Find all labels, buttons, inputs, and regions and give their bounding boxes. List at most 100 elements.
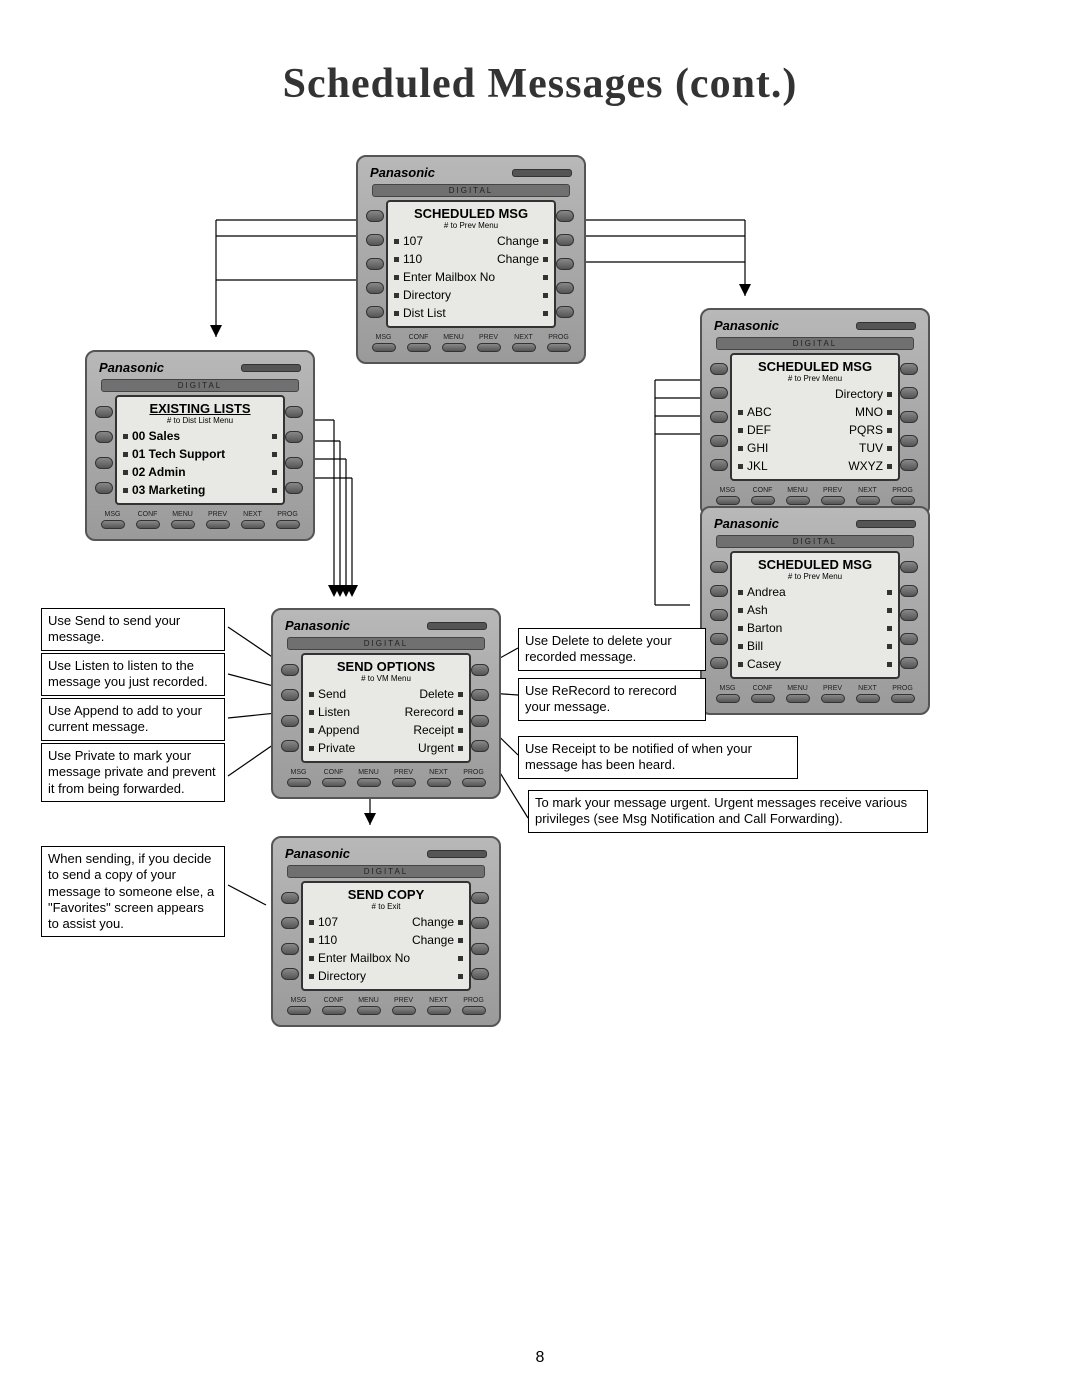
row-enter-mailbox[interactable]: Enter Mailbox No	[403, 270, 539, 284]
screen-title: SCHEDULED MSG	[394, 206, 548, 221]
screen-title: SCHEDULED MSG	[738, 359, 892, 374]
callout-delete: Use Delete to delete your recorded messa…	[518, 628, 706, 671]
row-107[interactable]: 107	[403, 234, 469, 248]
phone-directory-alpha: Panasonic DIGITAL SCHEDULED MSG # to Pre…	[700, 308, 930, 517]
key-mno[interactable]: MNO	[817, 405, 883, 419]
row-110-change[interactable]: Change	[388, 933, 454, 947]
row-dist-list[interactable]: Dist List	[403, 306, 539, 320]
phone-existing-lists: Panasonic DIGITAL EXISTING LISTS # to Di…	[85, 350, 315, 541]
right-softkeys[interactable]	[556, 200, 576, 328]
row-107[interactable]: 107	[318, 915, 384, 929]
callout-urgent: To mark your message urgent. Urgent mess…	[528, 790, 928, 833]
btn-prev: PREV	[208, 511, 227, 518]
nav-buttons[interactable]: MSG CONF MENU PREV NEXT PROG	[281, 769, 491, 787]
btn-conf: CONF	[409, 334, 429, 341]
nav-buttons[interactable]: MSG CONF MENU PREV NEXT PROG	[366, 334, 576, 352]
list-marketing[interactable]: 03 Marketing	[132, 483, 268, 497]
opt-urgent[interactable]: Urgent	[388, 741, 454, 755]
nav-buttons[interactable]: MSG CONF MENU PREV NEXT PROG	[710, 487, 920, 505]
btn-menu: MENU	[358, 997, 379, 1004]
opt-listen[interactable]: Listen	[318, 705, 384, 719]
screen-subtitle: # to Prev Menu	[738, 374, 892, 383]
btn-msg: MSG	[720, 487, 736, 494]
digital-label: DIGITAL	[716, 535, 914, 548]
speaker-icon	[856, 520, 916, 528]
left-softkeys[interactable]	[710, 353, 730, 481]
page-title: Scheduled Messages (cont.)	[0, 60, 1080, 108]
name-bill[interactable]: Bill	[747, 639, 883, 653]
btn-conf: CONF	[138, 511, 158, 518]
key-ghi[interactable]: GHI	[747, 441, 813, 455]
btn-conf: CONF	[324, 997, 344, 1004]
row-directory[interactable]: Directory	[318, 969, 454, 983]
right-softkeys[interactable]	[471, 881, 491, 991]
screen: SCHEDULED MSG # to Prev Menu Andrea Ash …	[730, 551, 900, 679]
list-sales[interactable]: 00 Sales	[132, 429, 268, 443]
btn-next: NEXT	[858, 487, 877, 494]
left-softkeys[interactable]	[95, 395, 115, 505]
key-def[interactable]: DEF	[747, 423, 813, 437]
key-wxyz[interactable]: WXYZ	[817, 459, 883, 473]
opt-send[interactable]: Send	[318, 687, 384, 701]
right-softkeys[interactable]	[471, 653, 491, 763]
callout-listen: Use Listen to listen to the message you …	[41, 653, 225, 696]
left-softkeys[interactable]	[710, 551, 730, 679]
list-admin[interactable]: 02 Admin	[132, 465, 268, 479]
name-andrea[interactable]: Andrea	[747, 585, 883, 599]
nav-buttons[interactable]: MSG CONF MENU PREV NEXT PROG	[95, 511, 305, 529]
row-110-change[interactable]: Change	[473, 252, 539, 266]
speaker-icon	[427, 622, 487, 630]
opt-receipt[interactable]: Receipt	[388, 723, 454, 737]
row-enter-mailbox[interactable]: Enter Mailbox No	[318, 951, 454, 965]
row-110[interactable]: 110	[403, 252, 469, 266]
screen: SEND OPTIONS # to VM Menu SendDelete Lis…	[301, 653, 471, 763]
speaker-icon	[512, 169, 572, 177]
name-casey[interactable]: Casey	[747, 657, 883, 671]
row-110[interactable]: 110	[318, 933, 384, 947]
brand-label: Panasonic	[99, 360, 164, 375]
opt-rerecord[interactable]: Rerecord	[388, 705, 454, 719]
phone-send-options: Panasonic DIGITAL SEND OPTIONS # to VM M…	[271, 608, 501, 799]
screen-subtitle: # to Dist List Menu	[123, 416, 277, 425]
opt-append[interactable]: Append	[318, 723, 384, 737]
brand-label: Panasonic	[714, 516, 779, 531]
key-abc[interactable]: ABC	[747, 405, 813, 419]
key-pqrs[interactable]: PQRS	[817, 423, 883, 437]
key-jkl[interactable]: JKL	[747, 459, 813, 473]
callout-sendcopy: When sending, if you decide to send a co…	[41, 846, 225, 937]
callout-rerecord: Use ReRecord to rerecord your message.	[518, 678, 706, 721]
list-tech-support[interactable]: 01 Tech Support	[132, 447, 268, 461]
right-softkeys[interactable]	[900, 551, 920, 679]
screen: SEND COPY # to Exit 107Change 110Change …	[301, 881, 471, 991]
btn-prev: PREV	[823, 487, 842, 494]
btn-prog: PROG	[463, 997, 484, 1004]
btn-next: NEXT	[858, 685, 877, 692]
name-barton[interactable]: Barton	[747, 621, 883, 635]
right-softkeys[interactable]	[900, 353, 920, 481]
btn-prev: PREV	[823, 685, 842, 692]
phone-directory-names: Panasonic DIGITAL SCHEDULED MSG # to Pre…	[700, 506, 930, 715]
opt-private[interactable]: Private	[318, 741, 384, 755]
btn-msg: MSG	[291, 769, 307, 776]
name-ash[interactable]: Ash	[747, 603, 883, 617]
row-107-change[interactable]: Change	[473, 234, 539, 248]
row-directory[interactable]: Directory	[403, 288, 539, 302]
left-softkeys[interactable]	[281, 653, 301, 763]
row-107-change[interactable]: Change	[388, 915, 454, 929]
nav-buttons[interactable]: MSG CONF MENU PREV NEXT PROG	[281, 997, 491, 1015]
digital-label: DIGITAL	[287, 865, 485, 878]
right-softkeys[interactable]	[285, 395, 305, 505]
left-softkeys[interactable]	[366, 200, 386, 328]
btn-prev: PREV	[394, 769, 413, 776]
callout-receipt: Use Receipt to be notified of when your …	[518, 736, 798, 779]
row-directory[interactable]: Directory	[738, 387, 883, 401]
nav-buttons[interactable]: MSG CONF MENU PREV NEXT PROG	[710, 685, 920, 703]
left-softkeys[interactable]	[281, 881, 301, 991]
btn-prog: PROG	[277, 511, 298, 518]
key-tuv[interactable]: TUV	[817, 441, 883, 455]
opt-delete[interactable]: Delete	[388, 687, 454, 701]
phone-send-copy: Panasonic DIGITAL SEND COPY # to Exit 10…	[271, 836, 501, 1027]
btn-prev: PREV	[479, 334, 498, 341]
btn-prog: PROG	[892, 487, 913, 494]
btn-prog: PROG	[548, 334, 569, 341]
